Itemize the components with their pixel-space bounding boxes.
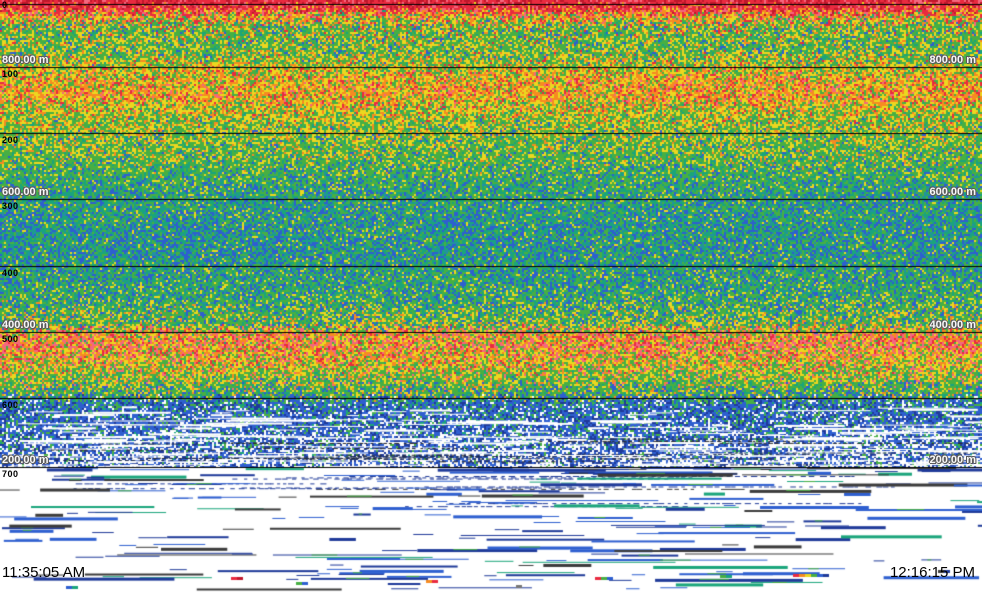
depth-tick-label-100: 100 [2, 69, 19, 79]
depth-tick-label-0: 0 [2, 0, 8, 10]
range-label-right-600m: 600.00 m [929, 186, 976, 198]
depth-tick-label-200: 200 [2, 135, 19, 145]
depth-tick-label-700: 700 [2, 469, 19, 479]
start-time-label: 11:35:05 AM [2, 564, 86, 581]
range-label-left-800m: 800.00 m [2, 54, 49, 66]
range-label-right-400m: 400.00 m [929, 319, 976, 331]
range-label-left-600m: 600.00 m [2, 186, 49, 198]
range-label-right-200m: 200.00 m [929, 454, 976, 466]
end-time-label: 12:16:15 PM [889, 564, 975, 581]
range-label-right-800m: 800.00 m [929, 54, 976, 66]
depth-tick-label-500: 500 [2, 334, 19, 344]
depth-tick-label-600: 600 [2, 400, 19, 410]
range-label-left-400m: 400.00 m [2, 319, 49, 331]
range-label-left-200m: 200.00 m [2, 454, 49, 466]
depth-tick-label-300: 300 [2, 201, 19, 211]
depth-tick-label-400: 400 [2, 268, 19, 278]
